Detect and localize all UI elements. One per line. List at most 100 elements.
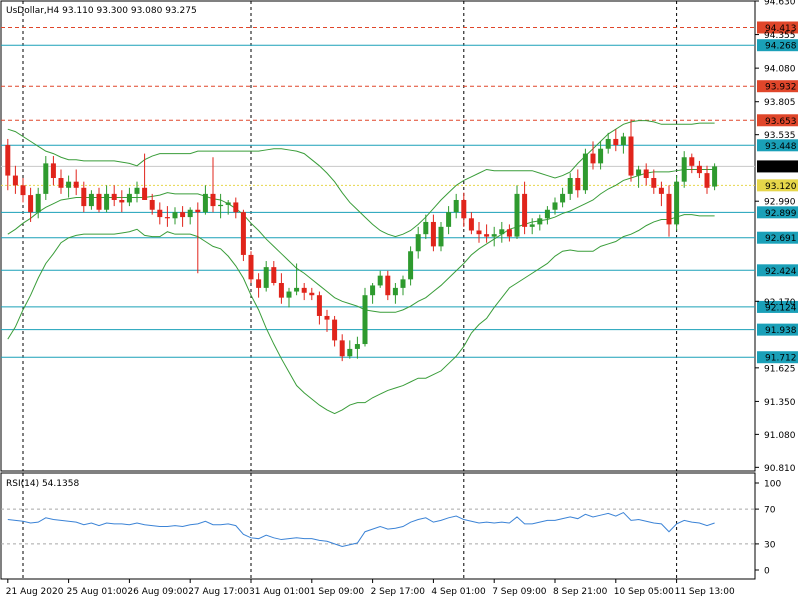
- candle: [438, 221, 444, 252]
- candle-body: [636, 169, 642, 176]
- candle: [339, 334, 345, 362]
- candle-body: [446, 212, 452, 227]
- candle: [248, 251, 254, 283]
- candle: [423, 214, 429, 240]
- candle-body: [263, 267, 269, 288]
- time-axis: 21 Aug 2020 25 Aug 01:00 26 Aug 09:00 27 Au…: [6, 579, 735, 597]
- price-tick-label: 93.805: [764, 98, 796, 108]
- candle: [446, 206, 452, 235]
- candle-body: [408, 251, 414, 280]
- candle-body: [58, 178, 64, 188]
- candle: [58, 169, 64, 194]
- candle-body: [332, 319, 338, 341]
- level-price-label: 93.932: [765, 83, 797, 93]
- candle-body: [20, 185, 26, 196]
- candle-body: [689, 157, 695, 166]
- candle-body: [392, 287, 398, 296]
- current-price-label-bg: [757, 160, 798, 173]
- candle-body: [385, 275, 391, 296]
- candle: [233, 197, 239, 219]
- candle-body: [96, 193, 102, 210]
- bollinger-upper-line: [7, 120, 715, 238]
- price-tick-label: 94.355: [764, 31, 796, 41]
- candle: [552, 197, 558, 215]
- candle-body: [309, 292, 315, 296]
- candle-body: [278, 283, 284, 298]
- candle-body: [316, 295, 322, 316]
- candle-body: [301, 287, 307, 293]
- bollinger-lower-line: [7, 214, 715, 415]
- candle-body: [537, 218, 543, 225]
- candle: [468, 212, 474, 235]
- candle: [476, 221, 482, 243]
- candle: [575, 169, 581, 198]
- time-tick-label: 8 Sep 21:00: [553, 587, 608, 597]
- candle-body: [202, 193, 208, 213]
- candle-body: [567, 178, 573, 194]
- candle-body: [248, 254, 254, 280]
- candle-body: [666, 193, 672, 225]
- candle-body: [643, 169, 649, 179]
- candle: [324, 309, 330, 332]
- candle: [35, 187, 41, 219]
- level-price-label-bg: [757, 231, 798, 244]
- candle-body: [233, 202, 239, 213]
- candle-body: [73, 181, 79, 188]
- price-tick-label: 94.080: [764, 65, 796, 75]
- candle: [491, 226, 497, 247]
- candle-body: [142, 187, 148, 200]
- candle-body: [354, 344, 360, 349]
- candle: [499, 221, 505, 243]
- rsi-axis: 100 70 30 0: [755, 480, 781, 577]
- candle-body: [605, 138, 611, 149]
- candle-body: [582, 153, 588, 191]
- candle-body: [81, 187, 87, 207]
- candle-body: [43, 163, 49, 194]
- candle: [582, 148, 588, 194]
- candle-body: [119, 199, 125, 203]
- price-tick-label: 94.630: [764, 0, 796, 8]
- vertical-grid-lines: [22, 1, 678, 579]
- candle-body: [195, 209, 201, 213]
- candle-body: [552, 202, 558, 210]
- candle: [301, 283, 307, 301]
- candlesticks: [5, 119, 718, 362]
- candle: [73, 169, 79, 196]
- rsi-tick-label: 30: [764, 540, 776, 550]
- candle: [218, 193, 224, 219]
- candle-body: [28, 195, 34, 213]
- candle-body: [514, 193, 520, 237]
- candle: [643, 163, 649, 186]
- candle: [430, 214, 436, 252]
- candle-body: [256, 279, 262, 288]
- candle: [111, 185, 117, 207]
- candle-body: [66, 181, 72, 188]
- candle: [392, 283, 398, 304]
- candle-body: [210, 193, 216, 207]
- candle: [225, 199, 231, 215]
- candle-body: [544, 209, 550, 219]
- candle-body: [347, 348, 353, 357]
- candle: [332, 315, 338, 347]
- price-panel-frame: [0, 0, 756, 472]
- candle-body: [423, 221, 429, 235]
- candle-body: [180, 212, 186, 218]
- candle-body: [712, 166, 718, 187]
- candle: [50, 156, 56, 186]
- candle: [453, 193, 459, 219]
- candle: [354, 336, 360, 359]
- time-tick-label: 27 Aug 17:00: [188, 587, 249, 597]
- candle: [309, 287, 315, 301]
- candle: [613, 129, 619, 152]
- candle: [119, 190, 125, 213]
- level-price-label: 92.424: [765, 267, 797, 277]
- candle-body: [157, 209, 163, 218]
- candle: [12, 165, 18, 194]
- candle-body: [620, 136, 626, 146]
- candle: [544, 206, 550, 225]
- candle-body: [522, 193, 528, 227]
- candle: [96, 187, 102, 213]
- candle: [294, 263, 300, 296]
